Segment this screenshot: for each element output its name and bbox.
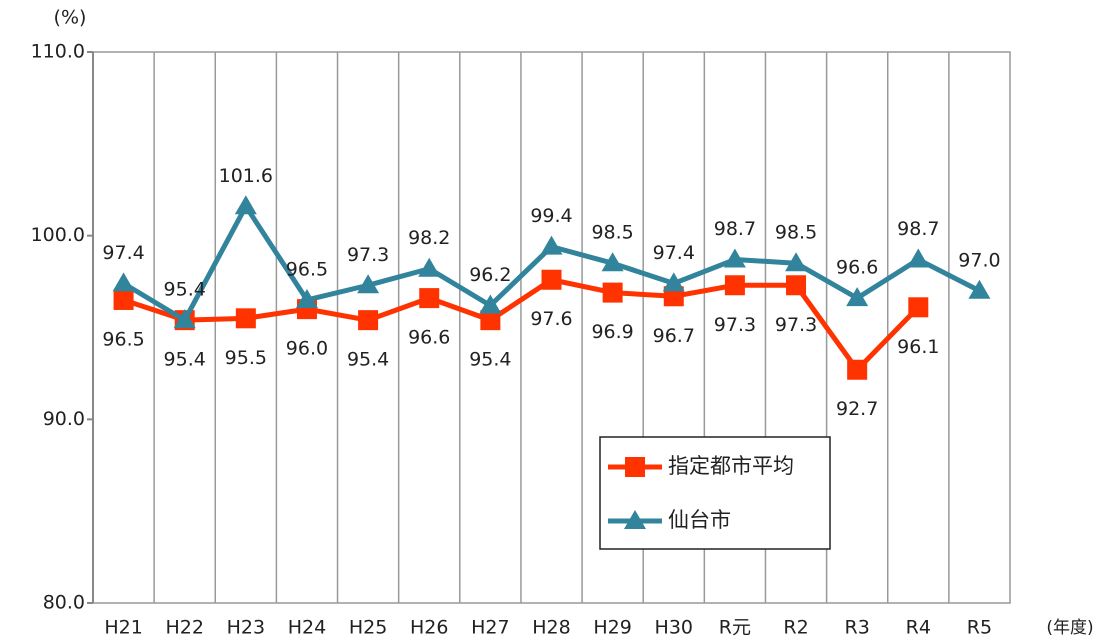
marker (112, 272, 135, 292)
data-label: 95.4 (164, 279, 206, 301)
marker (358, 310, 379, 331)
data-label: 97.4 (653, 242, 695, 264)
marker (235, 308, 256, 329)
data-label: 95.4 (469, 349, 511, 371)
data-label: 98.5 (775, 222, 817, 244)
y-tick-label: 100.0 (31, 224, 85, 246)
data-label: 95.5 (225, 347, 267, 369)
marker (234, 195, 257, 215)
x-tick-label: H23 (227, 617, 265, 639)
data-label: 96.7 (653, 325, 695, 347)
x-tick-label: H22 (165, 617, 203, 639)
marker (541, 269, 562, 290)
data-label: 98.5 (591, 222, 633, 244)
marker (602, 282, 623, 303)
series-line (122, 277, 921, 373)
x-tick-label: H30 (655, 617, 693, 639)
marker (968, 279, 991, 299)
marker (785, 252, 808, 272)
x-tick-label: H24 (288, 617, 326, 639)
marker (601, 252, 624, 272)
data-label: 97.3 (347, 244, 389, 266)
legend-label: 指定都市平均 (668, 454, 794, 478)
data-label: 95.4 (347, 349, 389, 371)
legend-label: 仙台市 (668, 508, 731, 532)
legend-box (599, 436, 831, 550)
marker (908, 297, 929, 318)
data-label: 96.0 (286, 338, 328, 360)
x-tick-label: R4 (906, 617, 931, 639)
data-label: 97.3 (714, 314, 756, 336)
marker (479, 294, 502, 314)
y-tick-label: 90.0 (43, 408, 85, 430)
marker (786, 275, 807, 296)
x-tick-label: H21 (104, 617, 142, 639)
x-axis-label: (年度) (1046, 618, 1093, 638)
data-label: 97.6 (530, 308, 572, 330)
y-axis-label: (%) (54, 7, 87, 29)
x-tick-label: R2 (783, 617, 808, 639)
y-tick-label: 80.0 (43, 592, 85, 614)
marker (113, 289, 134, 310)
x-tick-label: R3 (845, 617, 870, 639)
marker (847, 359, 868, 380)
marker (723, 248, 746, 268)
data-label: 97.3 (775, 314, 817, 336)
data-label: 96.6 (408, 327, 450, 349)
marker (624, 510, 646, 529)
data-label: 96.2 (469, 264, 511, 286)
marker (846, 287, 869, 307)
x-tick-label: R元 (719, 617, 751, 639)
data-label: 92.7 (836, 398, 878, 420)
marker (418, 257, 441, 277)
data-label: 95.4 (164, 349, 206, 371)
x-tick-label: H25 (349, 617, 387, 639)
data-label: 96.1 (897, 336, 939, 358)
x-tick-label: H28 (532, 617, 570, 639)
y-tick-label: 110.0 (31, 41, 85, 63)
data-label: 97.0 (958, 249, 1000, 271)
data-label: 96.6 (836, 257, 878, 279)
marker (295, 288, 318, 308)
data-label: 99.4 (530, 205, 572, 227)
data-label: 101.6 (219, 165, 273, 187)
marker (907, 248, 930, 268)
marker (357, 274, 380, 294)
marker (480, 310, 501, 331)
data-label: 98.7 (714, 218, 756, 240)
data-label: 98.2 (408, 227, 450, 249)
marker (724, 275, 745, 296)
marker (173, 309, 196, 329)
x-tick-label: R5 (967, 617, 992, 639)
marker (625, 457, 645, 477)
x-tick-label: H29 (593, 617, 631, 639)
x-tick-label: H27 (471, 617, 509, 639)
marker (540, 235, 563, 255)
marker (419, 288, 440, 309)
marker (662, 272, 685, 292)
x-tick-label: H26 (410, 617, 448, 639)
data-label: 96.5 (102, 328, 144, 350)
data-label: 98.7 (897, 218, 939, 240)
data-label: 97.4 (102, 242, 144, 264)
data-label: 96.9 (591, 321, 633, 343)
data-label: 96.5 (286, 258, 328, 280)
